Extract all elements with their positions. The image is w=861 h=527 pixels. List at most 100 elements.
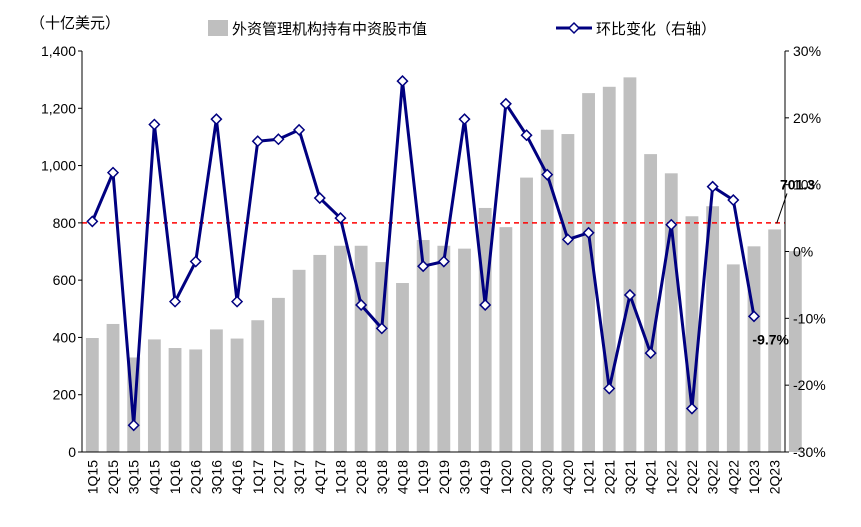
y-left-tick-label: 600	[53, 272, 77, 288]
line-point	[375, 322, 388, 335]
legend-bar-swatch	[208, 20, 228, 36]
bar	[706, 206, 720, 452]
bar	[747, 246, 761, 452]
bar	[189, 349, 203, 452]
line-point	[499, 97, 512, 110]
x-tick-label: 1Q23	[746, 460, 762, 494]
line-point	[458, 113, 471, 126]
line-point	[706, 180, 719, 193]
bar	[375, 262, 389, 452]
y-left-tick-label: 800	[53, 215, 77, 231]
y-right-tick-label: 0%	[793, 244, 813, 260]
x-tick-label: 2Q20	[519, 460, 535, 494]
legend-line-label: 环比变化（右轴）	[596, 20, 716, 38]
bar	[520, 177, 533, 452]
x-tick-label: 3Q19	[457, 460, 473, 494]
line-point	[168, 295, 182, 308]
x-tick-label: 2Q17	[270, 460, 286, 494]
x-tick-label: 1Q17	[250, 460, 266, 494]
y-right-tick-label: -10%	[793, 310, 826, 326]
x-tick-label: 4Q21	[643, 460, 659, 494]
x-tick-label: 3Q20	[539, 460, 555, 494]
line-point	[644, 347, 657, 360]
y-left-tick-label: 400	[53, 329, 77, 345]
bar	[313, 254, 327, 452]
line-point	[251, 135, 264, 148]
line-point	[665, 218, 678, 231]
x-tick-label: 3Q21	[622, 460, 638, 494]
bar	[458, 248, 471, 452]
line-series-group	[86, 75, 761, 432]
bar	[396, 283, 409, 452]
bar	[623, 77, 637, 452]
last-line-value-label: -9.7%	[752, 331, 789, 347]
bar	[292, 269, 306, 452]
bar	[354, 245, 368, 452]
line-point	[603, 382, 616, 395]
bar	[478, 207, 492, 452]
bar	[251, 320, 265, 452]
bar	[602, 86, 616, 453]
line-point	[561, 233, 574, 246]
line-point	[437, 255, 450, 268]
bar	[147, 339, 161, 452]
y-right-tick-label: 20%	[793, 110, 821, 126]
line-point	[334, 212, 347, 225]
line-point	[541, 168, 554, 181]
x-tick-label: 2Q19	[436, 460, 452, 494]
bar	[85, 338, 99, 452]
line-point	[747, 310, 761, 323]
bar	[334, 245, 347, 452]
x-tick-label: 1Q15	[84, 460, 100, 494]
x-tick-label: 2Q22	[684, 460, 700, 494]
x-tick-label: 2Q15	[105, 460, 121, 494]
bar	[272, 297, 285, 452]
bar	[230, 338, 244, 452]
x-tick-label: 4Q16	[229, 460, 245, 494]
y-axis-unit-label: （十亿美元）	[30, 14, 120, 32]
legend: 外资管理机构持有中资股市值 环比变化（右轴）	[208, 20, 716, 38]
bar	[726, 264, 740, 452]
x-tick-label: 3Q16	[208, 460, 224, 494]
line-point	[685, 402, 699, 415]
line-point	[582, 226, 595, 239]
line-point	[231, 295, 244, 308]
bar	[768, 229, 782, 452]
bar	[788, 251, 802, 452]
bar	[582, 93, 595, 453]
y-right-tick-label: 30%	[793, 43, 821, 59]
x-tick-label: 4Q19	[477, 460, 493, 494]
x-tick-label: 3Q22	[705, 460, 721, 494]
x-tick-label: 2Q23	[767, 460, 783, 494]
x-tick-label: 3Q17	[291, 460, 307, 494]
x-tick-label: 1Q19	[415, 460, 431, 494]
x-tick-label: 1Q20	[498, 460, 514, 494]
line-point	[127, 419, 140, 432]
x-tick-label: 2Q18	[353, 460, 369, 494]
y-left-tick-label: 0	[68, 444, 76, 460]
line-point	[272, 133, 285, 146]
x-tick-label: 3Q18	[374, 460, 390, 494]
bar	[664, 173, 678, 452]
legend-bar-label: 外资管理机构持有中资股市值	[232, 20, 427, 38]
x-tick-labels: 1Q15 2Q15 3Q15 4Q15 1Q16 2Q16 3Q16 4Q16 1Q17 2Q17…	[84, 460, 782, 494]
x-tick-label: 1Q16	[167, 460, 183, 494]
bar	[685, 216, 699, 452]
bar	[416, 240, 430, 452]
line-point	[355, 298, 368, 312]
y-right-ticks: -30% -20% -10% 0% 10% 20% 30%	[785, 43, 826, 460]
last-bar-value-leader	[776, 193, 788, 224]
line-point	[189, 255, 202, 268]
axes	[81, 51, 786, 453]
y-left-tick-label: 200	[53, 387, 77, 403]
x-tick-label: 4Q15	[146, 460, 162, 494]
line-point	[210, 113, 223, 126]
line-point	[479, 298, 492, 312]
bar	[540, 129, 554, 452]
y-left-tick-label: 1,200	[41, 100, 76, 116]
line-point	[313, 191, 326, 205]
x-tick-label: 4Q17	[312, 460, 328, 494]
x-tick-label: 4Q20	[560, 460, 576, 494]
y-left-ticks: 0 200 400 600 800 1,000 1,200 1,400	[41, 43, 82, 460]
